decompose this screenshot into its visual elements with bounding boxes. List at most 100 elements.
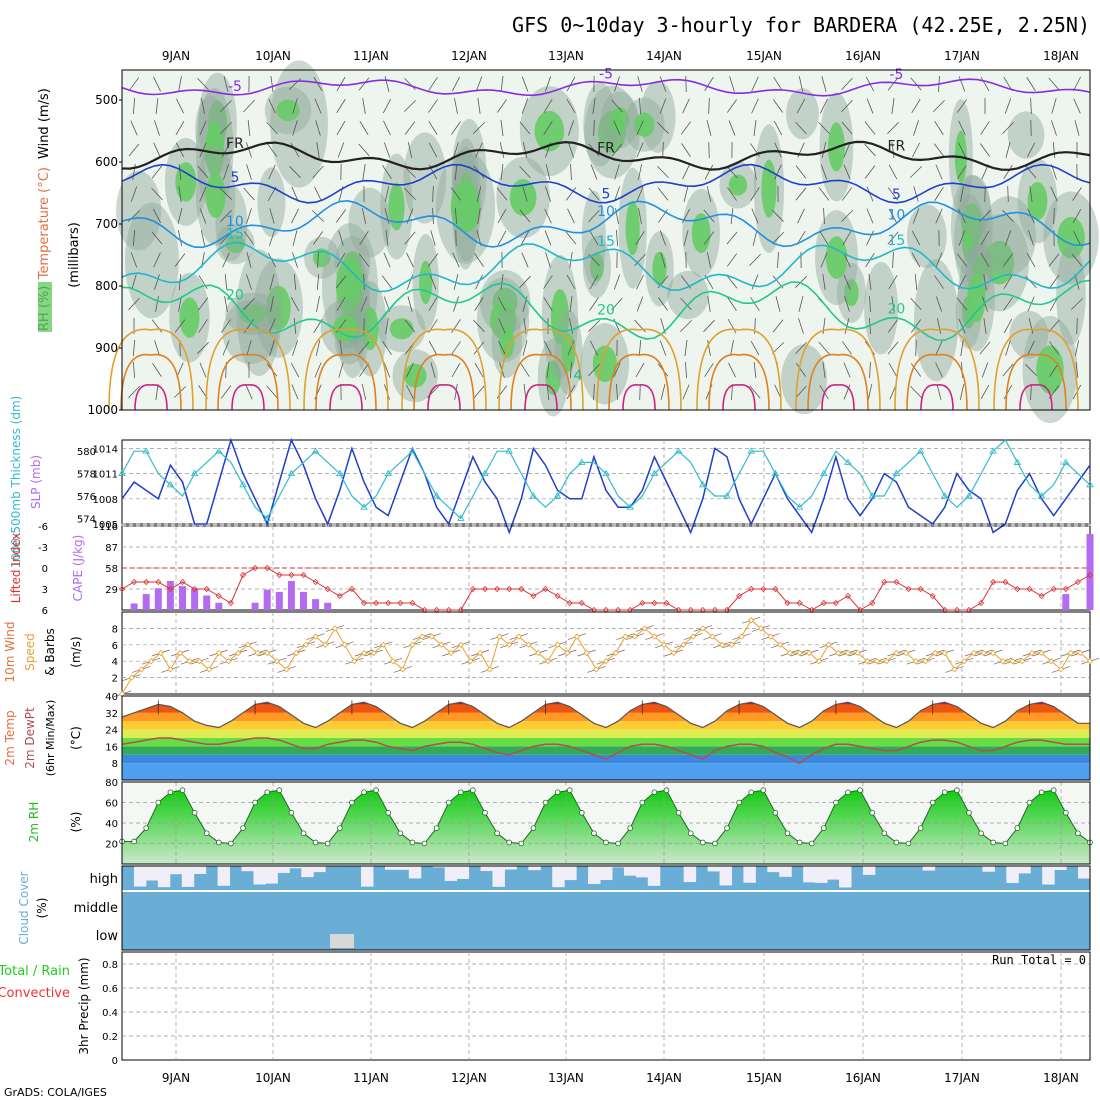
temp-band-7 — [122, 704, 1090, 713]
slp-series — [121, 437, 1091, 535]
li-marker-38 — [578, 599, 585, 607]
cloud-high-gap-28 — [456, 866, 470, 879]
wind10-marker-58 — [680, 641, 687, 648]
li-marker-78 — [1062, 585, 1069, 593]
wind-barb-29-12 — [795, 341, 807, 355]
wind-barb-40-2 — [1051, 120, 1057, 136]
cloud-high-gap-8 — [217, 866, 231, 886]
surface-loop-8-0 — [894, 328, 980, 411]
wind-barb-6-7 — [269, 230, 275, 246]
wind10-marker-25 — [360, 649, 368, 657]
bottom-day-label-6: 15JAN — [746, 1071, 782, 1085]
thickness-marker-66 — [916, 447, 925, 454]
thickness-marker-62 — [868, 492, 876, 499]
wind-barb-3-12 — [197, 342, 209, 354]
surface-loop-9-2 — [1019, 384, 1053, 411]
cloud-level-2: low — [96, 929, 119, 944]
wind-barb-35-8 — [935, 252, 943, 268]
wind-barb-1-12 — [154, 340, 160, 356]
wind-barb-28-1 — [773, 99, 783, 113]
wind-barb-13-9 — [429, 274, 437, 290]
rh2m-marker-38 — [578, 809, 585, 816]
rh2m-marker-1 — [131, 838, 137, 845]
wind-barb-12-9 — [406, 274, 414, 290]
wind-barb-22-7 — [635, 231, 645, 245]
wind-barb-35-6 — [935, 208, 943, 224]
wind-barb-4-8 — [222, 252, 230, 268]
wind-barb-26-7 — [726, 231, 738, 245]
rh-cell-dark-24 — [583, 82, 618, 167]
surface-loop-3-2 — [427, 384, 461, 411]
rh2m-tick-0: 20 — [105, 840, 118, 851]
thickness-marker-54 — [771, 469, 780, 477]
wind-barb-37-11 — [983, 318, 987, 334]
cape-bar-1 — [130, 603, 138, 610]
bottom-day-label-8: 17JAN — [944, 1071, 980, 1085]
wind10-marker-27 — [380, 641, 387, 648]
rh-cell-green-75 — [509, 179, 537, 216]
wind-barb-38-13 — [1002, 363, 1014, 377]
wind-barb-39-5 — [1029, 186, 1033, 202]
cloud-high-gap-34 — [528, 866, 541, 871]
li-marker-13 — [276, 571, 283, 579]
li-marker-32 — [506, 585, 513, 593]
wind-barb-12-1 — [404, 100, 416, 112]
wind-barb-5-6 — [246, 208, 252, 224]
wind10-marker-77 — [864, 658, 871, 665]
cloud-high-gap-57 — [803, 866, 816, 883]
wind-barb-12-10 — [407, 296, 413, 312]
isotherm-1 — [121, 140, 1091, 171]
wind-barb-18-6 — [544, 208, 552, 224]
wind-barb-1-5 — [151, 187, 163, 201]
wind10-marker-84 — [932, 649, 939, 657]
wind-barb-2-6 — [177, 208, 183, 224]
isotherm-label-0-0: -5 — [228, 79, 242, 95]
wind-barb-22-13 — [635, 362, 645, 378]
wind-barb-23-12 — [659, 340, 667, 356]
wind10-marker-73 — [825, 641, 832, 648]
wind-barb-33-9 — [888, 274, 898, 290]
wind-barb-7-14 — [291, 384, 299, 400]
li-marker-36 — [554, 592, 561, 600]
rh2m-marker-28 — [457, 789, 464, 796]
precip-legend-convective: Convective — [0, 986, 70, 1001]
wind-barb-22-12 — [638, 339, 642, 357]
upper-air-ylabel-1: Temperature (°C) — [37, 167, 52, 280]
bottom-day-label-5: 14JAN — [646, 1071, 682, 1085]
slp-tick-0: 1005 — [93, 520, 118, 531]
wind10-marker-26 — [370, 649, 377, 657]
wind-barb-22-14 — [639, 383, 641, 401]
wind-barb-30-3 — [821, 142, 827, 158]
cloud-high-gap-27 — [444, 866, 458, 881]
wind-barb-9-7 — [338, 230, 344, 246]
slp-tick-3: 1014 — [93, 444, 118, 455]
wind-barb-13-1 — [428, 99, 438, 113]
wind10-marker-76 — [854, 649, 861, 657]
wind-barb-27-2 — [753, 120, 757, 136]
wind-barb-11-11 — [385, 318, 389, 334]
wind-barb-25-11 — [703, 319, 715, 333]
wind-barb-30-6 — [823, 207, 825, 225]
top-day-label-5: 14JAN — [646, 49, 682, 63]
wind-barb-35-13 — [935, 362, 943, 378]
wind-barb-11-7 — [385, 230, 389, 246]
cloud-high-gap-31 — [492, 866, 505, 887]
run-total-label: Run Total = 0 — [992, 953, 1086, 967]
wind10-marker-35 — [457, 641, 464, 648]
wind-barb-12-14 — [405, 384, 415, 400]
wind-barb-16-2 — [500, 120, 504, 136]
cloud-high-gap-6 — [193, 866, 207, 874]
wind-barb-41-9 — [1074, 274, 1080, 290]
wind10-marker-96 — [1048, 658, 1055, 665]
wind-barb-35-14 — [936, 384, 942, 400]
wind-barb-0-1 — [133, 97, 135, 115]
wind-barb-31-3 — [843, 142, 851, 158]
wind-barb-32-6 — [866, 208, 874, 224]
wind-barb-3-13 — [199, 362, 207, 378]
wind-barb-2-7 — [177, 230, 183, 246]
wind10-marker-32 — [428, 633, 435, 640]
rh2m-marker-76 — [1038, 789, 1045, 796]
thickness-marker-60 — [844, 458, 852, 465]
surface-loop-5-2 — [622, 384, 656, 411]
wind-barb-10-0 — [358, 77, 370, 91]
